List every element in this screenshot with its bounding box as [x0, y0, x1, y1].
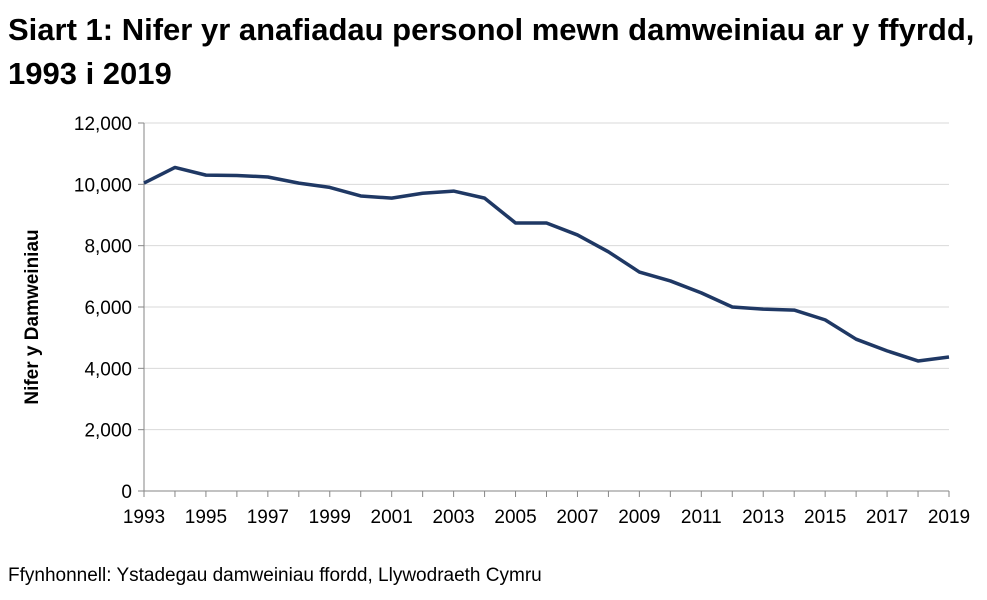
series-line [143, 165, 950, 363]
y-tick-label: 4,000 [84, 359, 132, 380]
y-tick-label: 12,000 [74, 114, 132, 135]
source-note: Ffynhonnell: Ystadegau damweiniau ffordd… [8, 565, 542, 586]
y-tick-label: 10,000 [74, 175, 132, 196]
chart-title: Siart 1: Nifer yr anafiadau personol mew… [8, 12, 975, 91]
x-tick-label: 2001 [371, 507, 413, 528]
x-tick-label: 2003 [432, 507, 474, 528]
y-tick-label: 0 [121, 482, 132, 503]
x-tick-label: 2009 [618, 507, 660, 528]
y-tick-label: 6,000 [84, 298, 132, 319]
x-tick-label: 1999 [309, 507, 351, 528]
y-axis-label: Nifer y Damweiniau [22, 229, 43, 404]
x-tick-label: 2007 [556, 507, 598, 528]
x-tick-label: 2005 [494, 507, 536, 528]
x-tick-label: 2019 [928, 507, 970, 528]
x-tick-label: 2013 [742, 507, 784, 528]
x-tick-label: 2017 [866, 507, 908, 528]
x-tick-label: 2015 [804, 507, 846, 528]
x-tick-label: 1993 [123, 507, 165, 528]
y-tick-label: 8,000 [84, 237, 132, 258]
x-tick-label: 1995 [185, 507, 227, 528]
y-tick-label: 2,000 [84, 421, 132, 442]
x-tick-label: 1997 [247, 507, 289, 528]
x-tick-label: 2011 [681, 507, 722, 528]
